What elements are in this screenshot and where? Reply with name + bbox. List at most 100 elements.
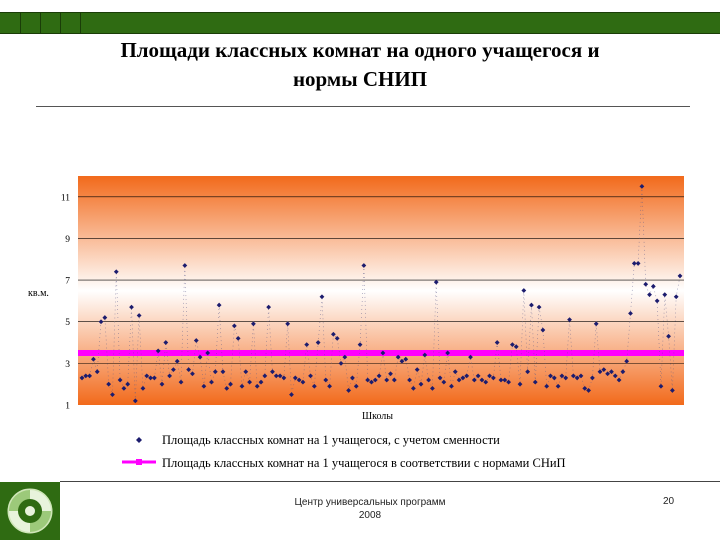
data-point bbox=[513, 344, 519, 350]
y-axis-label: кв.м. bbox=[28, 288, 49, 299]
legend-marker-norm bbox=[136, 459, 142, 465]
data-point bbox=[673, 294, 679, 300]
data-point bbox=[300, 379, 306, 385]
y-tick-label-7: 7 bbox=[65, 277, 70, 287]
data-point bbox=[631, 261, 637, 266]
data-point bbox=[338, 360, 344, 366]
data-point bbox=[125, 381, 131, 387]
data-point bbox=[178, 379, 184, 385]
header-bar bbox=[0, 12, 720, 34]
data-point bbox=[231, 323, 237, 329]
data-point bbox=[391, 377, 397, 383]
data-point bbox=[601, 367, 607, 373]
data-point bbox=[441, 379, 447, 385]
legend-marker-actual bbox=[136, 437, 142, 443]
data-point bbox=[487, 373, 492, 379]
data-point bbox=[460, 375, 466, 381]
data-point bbox=[235, 335, 241, 341]
data-point bbox=[422, 352, 428, 358]
data-point bbox=[551, 375, 557, 381]
footer-divider bbox=[60, 481, 720, 482]
data-point bbox=[540, 327, 546, 333]
data-point bbox=[174, 358, 180, 364]
data-point bbox=[388, 371, 393, 377]
data-point bbox=[315, 340, 321, 345]
data-point bbox=[669, 388, 675, 393]
data-point bbox=[506, 379, 511, 385]
data-point bbox=[201, 383, 207, 389]
data-point bbox=[296, 377, 302, 383]
data-point bbox=[304, 342, 310, 348]
data-point bbox=[529, 302, 534, 308]
legend-label-actual: Площадь классных комнат на 1 учащегося, … bbox=[162, 433, 500, 447]
data-point bbox=[677, 273, 683, 279]
data-point bbox=[483, 379, 489, 385]
data-point bbox=[570, 373, 576, 379]
data-point bbox=[167, 373, 173, 379]
data-point bbox=[643, 281, 649, 287]
data-point bbox=[193, 338, 199, 343]
data-point bbox=[468, 354, 473, 360]
data-point bbox=[548, 373, 553, 379]
x-axis-label: Школы bbox=[362, 411, 393, 422]
data-point bbox=[597, 369, 603, 375]
data-point bbox=[224, 385, 230, 391]
data-point bbox=[87, 373, 93, 379]
y-tick-label-11: 11 bbox=[61, 193, 70, 203]
data-point bbox=[216, 302, 222, 308]
data-point bbox=[536, 304, 542, 310]
data-point bbox=[346, 388, 352, 393]
data-point bbox=[254, 383, 260, 389]
page-number: 20 bbox=[663, 496, 675, 507]
data-point bbox=[365, 377, 371, 383]
data-point bbox=[563, 375, 569, 381]
logo-swirl-icon bbox=[7, 488, 53, 534]
data-point bbox=[624, 358, 630, 364]
data-point bbox=[285, 321, 291, 327]
data-point bbox=[323, 377, 329, 383]
data-point bbox=[281, 375, 287, 381]
data-point bbox=[186, 367, 192, 373]
data-point bbox=[266, 304, 272, 310]
data-point bbox=[589, 375, 595, 381]
data-point bbox=[430, 385, 435, 391]
footer-year: 2008 bbox=[358, 510, 382, 521]
data-point bbox=[437, 375, 443, 381]
data-point bbox=[490, 375, 496, 381]
data-point bbox=[525, 369, 531, 375]
data-point bbox=[654, 298, 660, 304]
y-tick-label-3: 3 bbox=[65, 360, 70, 370]
data-point bbox=[277, 373, 283, 379]
data-point bbox=[91, 356, 96, 362]
data-point bbox=[384, 377, 390, 383]
data-point bbox=[494, 340, 500, 345]
data-point bbox=[212, 369, 218, 375]
data-point bbox=[369, 379, 374, 385]
y-tick-label-9: 9 bbox=[65, 235, 70, 245]
organization-logo bbox=[0, 482, 60, 540]
data-point bbox=[452, 369, 458, 375]
data-point bbox=[555, 383, 561, 389]
data-point bbox=[582, 385, 588, 391]
data-point bbox=[148, 375, 153, 381]
data-point bbox=[205, 350, 211, 356]
footer-organization: Центр универсальных программ 2008 bbox=[250, 496, 490, 522]
data-point bbox=[258, 379, 264, 385]
data-point bbox=[464, 373, 470, 379]
data-point bbox=[98, 319, 104, 325]
data-point bbox=[376, 373, 382, 379]
legend-label-norm: Площадь классных комнат на 1 учащегося в… bbox=[162, 456, 566, 470]
area-per-student-chart: 1 3 5 7 9 11 кв.м. Школы Площадь классных ком… bbox=[28, 176, 684, 470]
data-point bbox=[79, 375, 85, 381]
data-point bbox=[171, 367, 176, 373]
title-divider bbox=[36, 106, 690, 107]
data-point bbox=[110, 392, 115, 397]
data-point bbox=[163, 340, 169, 345]
data-point bbox=[273, 373, 279, 379]
data-point bbox=[251, 321, 256, 327]
data-point bbox=[593, 321, 599, 327]
data-point bbox=[330, 331, 336, 337]
data-point bbox=[140, 385, 146, 391]
data-point bbox=[517, 381, 523, 387]
data-point bbox=[559, 373, 565, 379]
